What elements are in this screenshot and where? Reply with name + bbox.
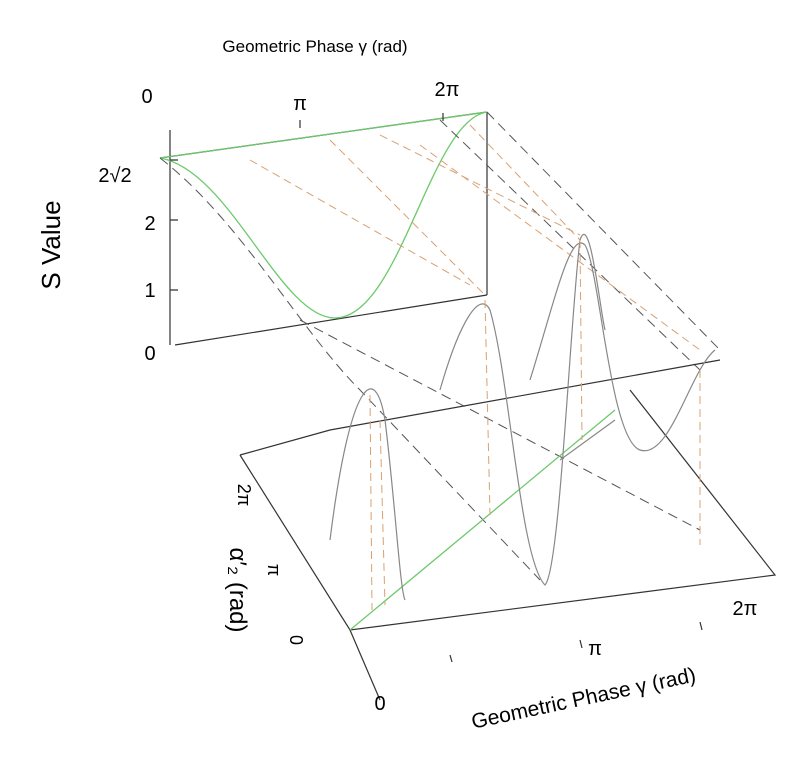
- s-tick: 1: [144, 280, 155, 302]
- bottom-tick: π: [588, 638, 602, 660]
- alpha-tick: 2π: [234, 484, 254, 506]
- s-axis-title: S Value: [36, 200, 66, 289]
- top-tick: π: [293, 93, 307, 115]
- bottom-tick: 2π: [733, 598, 758, 620]
- alpha-tick: π: [264, 564, 284, 576]
- alpha-axis-title: α′₂ (rad): [224, 547, 251, 632]
- s-tick: 2√2: [98, 165, 131, 187]
- top-tick: 0: [141, 86, 152, 108]
- alpha-tick: 0: [286, 635, 306, 645]
- s-tick: 2: [144, 213, 155, 235]
- bottom-tick: 0: [374, 693, 385, 715]
- layout: [159, 111, 777, 701]
- bottom-axis-title: Geometric Phase γ (rad): [469, 664, 698, 734]
- s-tick: 0: [144, 343, 155, 365]
- top-tick: 2π: [435, 79, 460, 101]
- top-axis-title: Geometric Phase γ (rad): [222, 37, 407, 56]
